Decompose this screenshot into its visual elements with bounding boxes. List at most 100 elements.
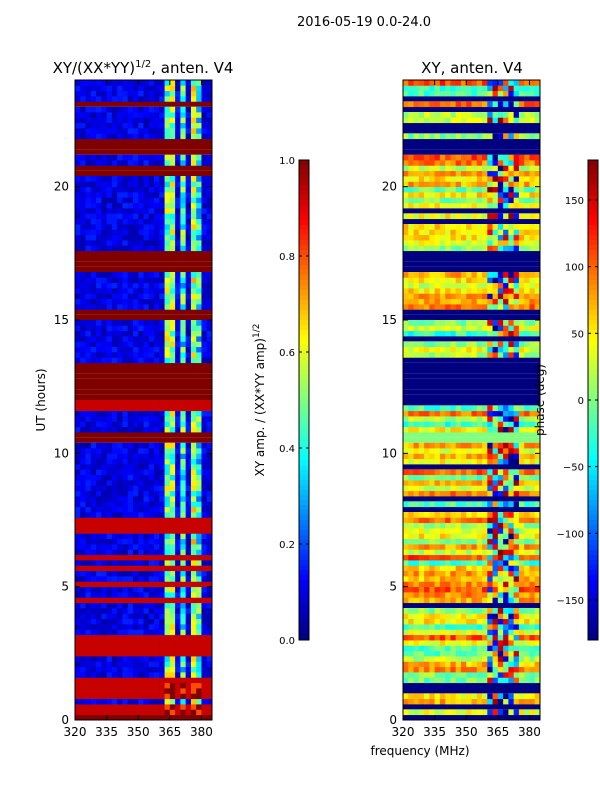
heatmap-cell bbox=[524, 624, 530, 630]
heatmap-cell bbox=[519, 293, 525, 299]
heatmap-cell bbox=[450, 240, 456, 246]
heatmap-cell bbox=[403, 549, 409, 555]
heatmap-cell bbox=[461, 693, 467, 699]
heatmap-cell bbox=[466, 85, 472, 91]
heatmap-cell bbox=[86, 325, 92, 331]
heatmap-cell bbox=[191, 352, 197, 358]
heatmap-cell bbox=[170, 581, 176, 587]
heatmap-cell bbox=[107, 699, 113, 705]
heatmap-cell bbox=[112, 667, 118, 673]
heatmap-cell bbox=[112, 688, 118, 694]
heatmap-cell bbox=[429, 453, 435, 459]
heatmap-cell bbox=[524, 112, 530, 118]
heatmap-cell bbox=[122, 459, 128, 465]
heatmap-row bbox=[403, 400, 540, 405]
heatmap-cell bbox=[149, 539, 155, 545]
heatmap-band bbox=[75, 389, 212, 394]
heatmap-cell bbox=[514, 571, 520, 577]
heatmap-cell bbox=[144, 485, 150, 491]
heatmap-cell bbox=[524, 155, 530, 161]
heatmap-cell bbox=[128, 421, 134, 427]
colorbar-swatch bbox=[299, 380, 309, 386]
heatmap-cell bbox=[419, 629, 425, 635]
heatmap-cell bbox=[91, 544, 97, 550]
heatmap-cell bbox=[482, 112, 488, 118]
heatmap-cell bbox=[445, 549, 451, 555]
heatmap-cell bbox=[508, 533, 514, 539]
heatmap-cell bbox=[101, 304, 107, 310]
heatmap-cell bbox=[138, 485, 144, 491]
heatmap-cell bbox=[503, 229, 509, 235]
heatmap-cell bbox=[75, 304, 81, 310]
heatmap-cell bbox=[498, 672, 504, 678]
heatmap-cell bbox=[138, 667, 144, 673]
figure-suptitle: 2016-05-19 0.0-24.0 bbox=[297, 15, 431, 30]
heatmap-cell bbox=[440, 203, 446, 209]
heatmap-cell bbox=[122, 224, 128, 230]
heatmap-cell bbox=[133, 688, 139, 694]
heatmap-cell bbox=[180, 229, 186, 235]
heatmap-cell bbox=[101, 347, 107, 353]
heatmap-cell bbox=[508, 560, 514, 566]
heatmap-cell bbox=[117, 661, 123, 667]
heatmap-cell bbox=[112, 96, 118, 102]
heatmap-cell bbox=[96, 587, 102, 593]
heatmap-cell bbox=[472, 523, 478, 529]
heatmap-cell bbox=[477, 555, 483, 561]
heatmap-cell bbox=[435, 171, 441, 177]
heatmap-cell bbox=[91, 507, 97, 513]
heatmap-cell bbox=[493, 672, 499, 678]
heatmap-cell bbox=[514, 133, 520, 139]
heatmap-cell bbox=[461, 555, 467, 561]
y-tick-label: 0 bbox=[389, 713, 397, 727]
heatmap-cell bbox=[101, 608, 107, 614]
heatmap-cell bbox=[117, 507, 123, 513]
heatmap-cell bbox=[186, 661, 192, 667]
heatmap-cell bbox=[529, 640, 535, 646]
y-tick-label: 10 bbox=[54, 446, 69, 460]
heatmap-cell bbox=[482, 416, 488, 422]
heatmap-cell bbox=[154, 128, 160, 134]
heatmap-cell bbox=[508, 352, 514, 358]
heatmap-cell bbox=[96, 229, 102, 235]
heatmap-cell bbox=[456, 341, 462, 347]
heatmap-cell bbox=[122, 240, 128, 246]
heatmap-cell bbox=[477, 299, 483, 305]
heatmap-cell bbox=[80, 229, 86, 235]
heatmap-cell bbox=[91, 208, 97, 214]
heatmap-cell bbox=[424, 235, 430, 241]
heatmap-cell bbox=[403, 501, 409, 507]
heatmap-cell bbox=[138, 123, 144, 129]
heatmap-cell bbox=[138, 443, 144, 449]
heatmap-cell bbox=[503, 331, 509, 337]
heatmap-cell bbox=[107, 608, 113, 614]
heatmap-cell bbox=[122, 213, 128, 219]
heatmap-cell bbox=[435, 117, 441, 123]
heatmap-cell bbox=[144, 683, 150, 689]
heatmap-cell bbox=[450, 469, 456, 475]
heatmap-cell bbox=[472, 299, 478, 305]
heatmap-cell bbox=[180, 133, 186, 139]
heatmap-cell bbox=[435, 101, 441, 107]
heatmap-cell bbox=[101, 357, 107, 363]
heatmap-cell bbox=[408, 485, 414, 491]
heatmap-cell bbox=[408, 341, 414, 347]
heatmap-cell bbox=[524, 283, 530, 289]
heatmap-cell bbox=[519, 304, 525, 310]
heatmap-cell bbox=[503, 112, 509, 118]
heatmap-cell bbox=[493, 619, 499, 625]
heatmap-cell bbox=[403, 693, 409, 699]
heatmap-cell bbox=[529, 213, 535, 219]
heatmap-cell bbox=[86, 331, 92, 337]
heatmap-cell bbox=[508, 645, 514, 651]
heatmap-cell bbox=[122, 480, 128, 486]
heatmap-cell bbox=[144, 421, 150, 427]
heatmap-cell bbox=[472, 533, 478, 539]
heatmap-cell bbox=[472, 629, 478, 635]
heatmap-cell bbox=[487, 347, 493, 353]
heatmap-cell bbox=[191, 91, 197, 97]
heatmap-cell bbox=[80, 709, 86, 715]
heatmap-cell bbox=[144, 197, 150, 203]
heatmap-row bbox=[403, 123, 540, 128]
heatmap-cell bbox=[86, 427, 92, 433]
